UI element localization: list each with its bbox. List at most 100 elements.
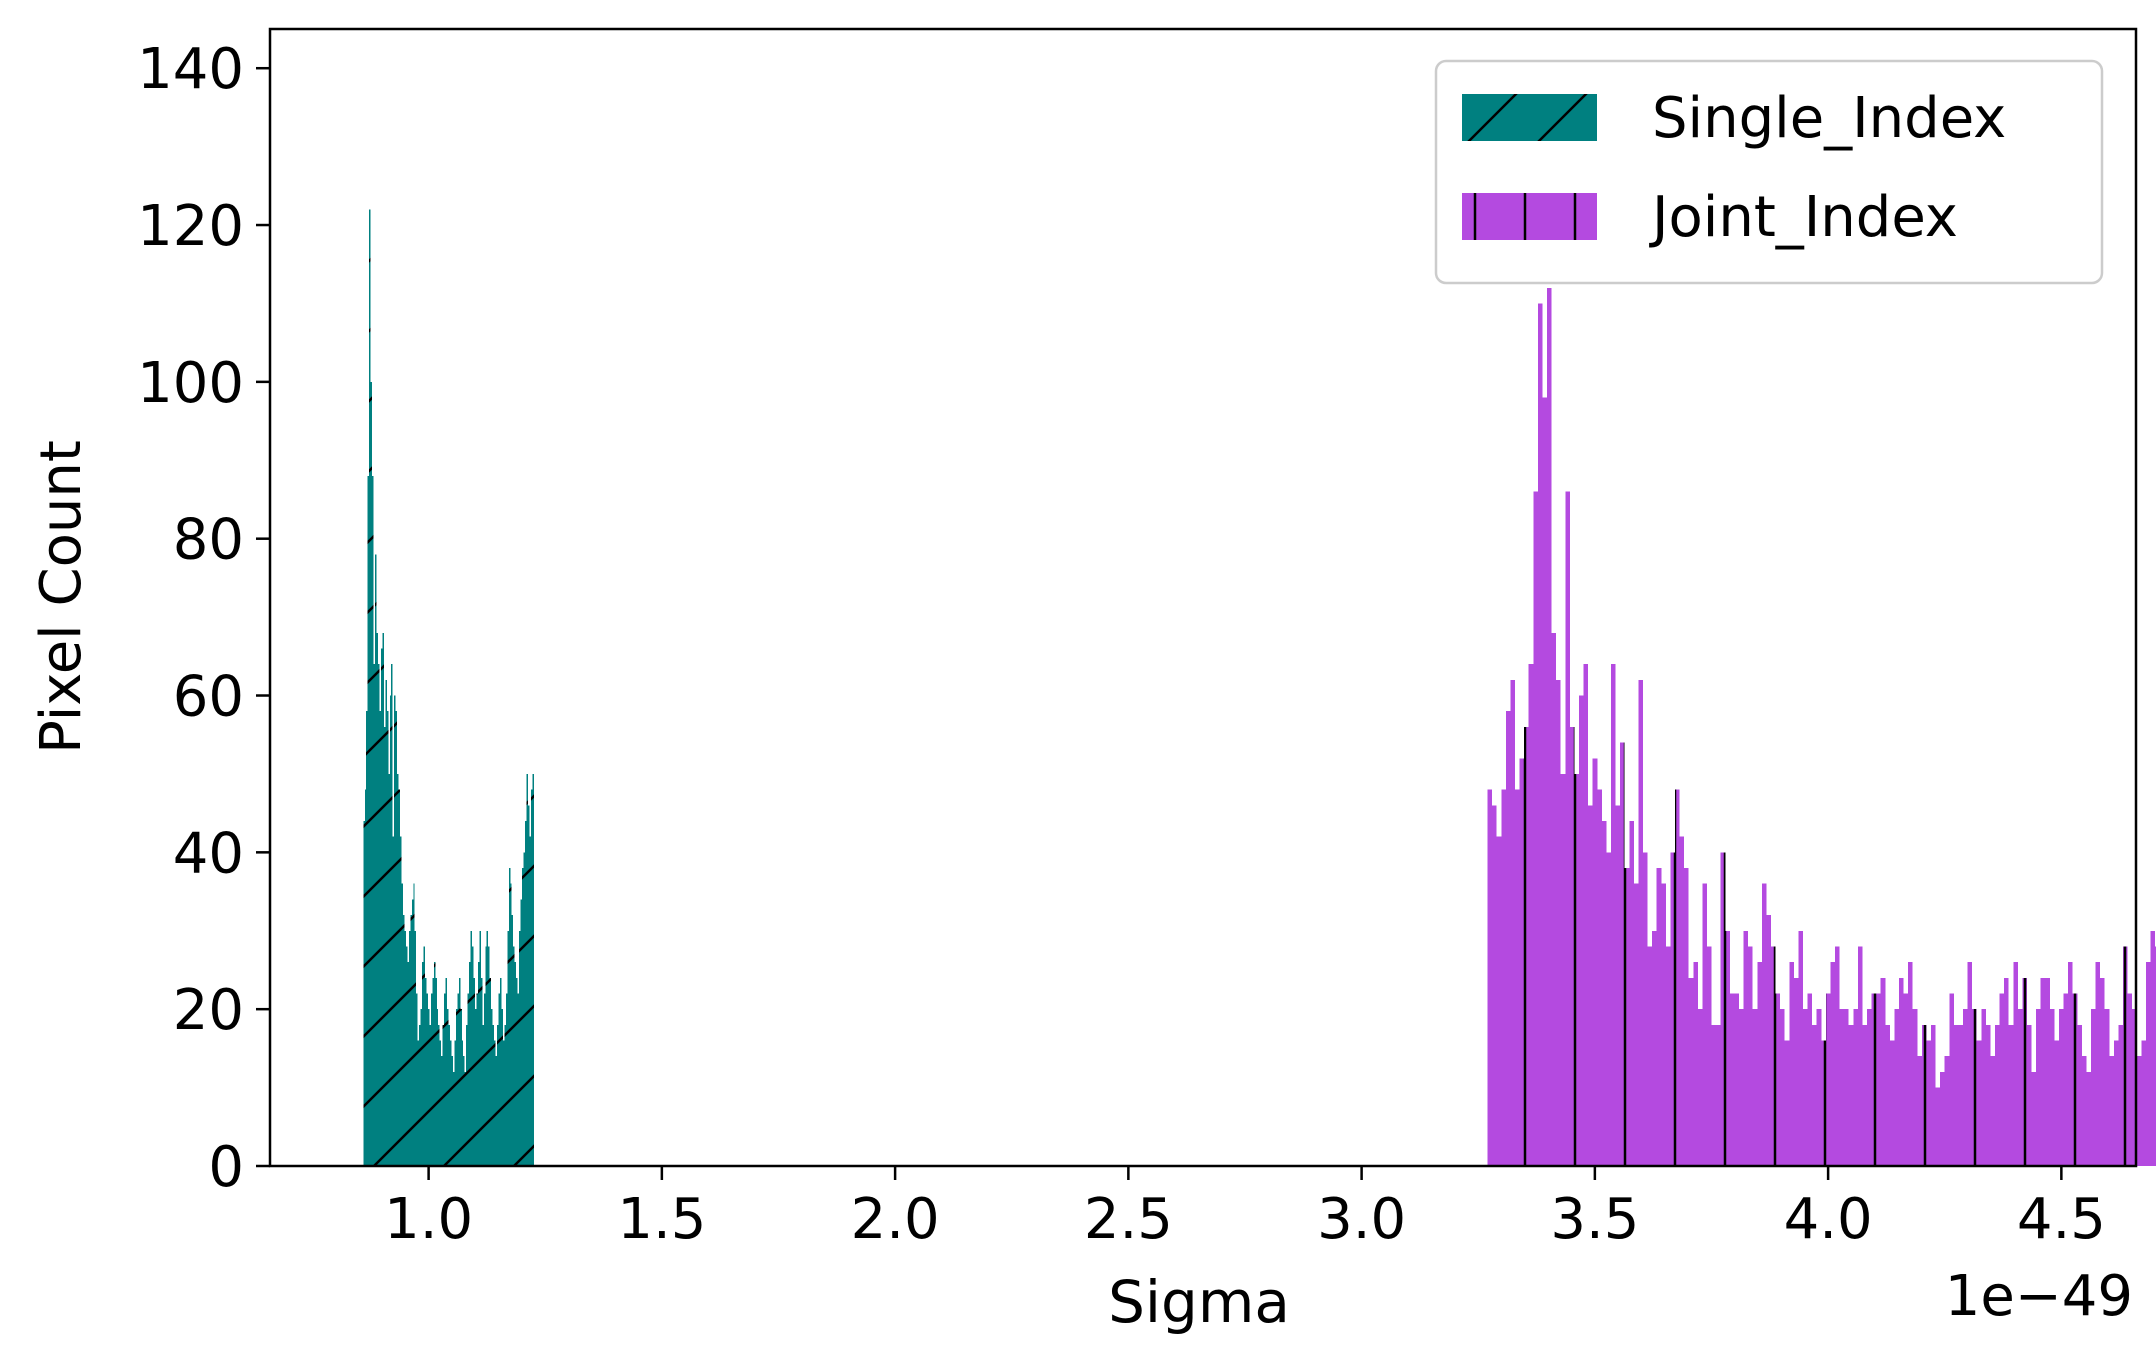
x-axis: 1.0 1.5 2.0 2.5 3.0 3.5 4.0 4.5: [384, 1166, 2106, 1252]
histogram-bar: [1766, 915, 1772, 1166]
histogram-bar: [467, 993, 470, 1166]
histogram-bar: [1638, 679, 1643, 1166]
legend-swatch-single-index: [1462, 94, 1597, 141]
histogram-bar: [377, 664, 380, 1166]
histogram-bar: [1771, 946, 1776, 1166]
histogram-bar: [2145, 962, 2151, 1166]
histogram-bar: [514, 962, 517, 1166]
histogram-bar: [464, 1071, 467, 1166]
legend-swatch-joint-index: [1462, 193, 1597, 240]
histogram-bar: [1757, 962, 1762, 1166]
histogram-bar: [1583, 664, 1589, 1166]
histogram-bar: [439, 1040, 442, 1166]
histogram-bar: [442, 1024, 445, 1166]
histogram-bar: [1967, 962, 1973, 1166]
histogram-bar: [2013, 962, 2018, 1166]
histogram-bar: [455, 1009, 458, 1166]
histogram-bar: [1985, 1024, 1991, 1166]
histogram-bar: [483, 993, 486, 1166]
histogram-bar: [1995, 1024, 2000, 1166]
histogram-bar: [1533, 491, 1538, 1166]
histogram-bar: [1652, 930, 1657, 1166]
histogram-bar: [423, 946, 426, 1166]
histogram-bar: [529, 836, 531, 1166]
histogram-bar: [426, 993, 428, 1166]
histogram-bar: [1871, 993, 1877, 1166]
histogram-bar: [385, 679, 387, 1166]
histogram-bar: [2127, 993, 2133, 1166]
histogram-bar: [1592, 758, 1598, 1166]
histogram-bar: [1835, 946, 1840, 1166]
histogram-bar: [2123, 946, 2128, 1166]
series-single-index: [363, 209, 534, 1167]
histogram-bar: [1899, 977, 1904, 1166]
histogram-bar: [391, 664, 393, 1166]
histogram-bar: [463, 1056, 465, 1166]
histogram-bar: [388, 773, 390, 1166]
histogram-bar: [492, 1024, 495, 1166]
histogram-bar: [530, 789, 533, 1166]
histogram-bar: [1601, 820, 1607, 1166]
histogram-bar: [2104, 1009, 2110, 1166]
histogram-bar: [1949, 993, 1954, 1166]
histogram-bar: [1492, 805, 1497, 1166]
histogram-bar: [1844, 1009, 1849, 1166]
histogram-bar: [1807, 993, 1813, 1166]
histogram-bar: [370, 381, 373, 1166]
histogram-bar: [472, 946, 474, 1166]
x-tick-label: 1.0: [384, 1187, 473, 1252]
histogram-bar: [1496, 836, 1502, 1166]
histogram-bar: [447, 1009, 449, 1166]
histogram-bar: [427, 1009, 430, 1166]
histogram-bar: [383, 726, 386, 1166]
histogram-bar: [400, 836, 402, 1166]
histogram-bar: [382, 632, 384, 1166]
histogram-bar: [1611, 664, 1616, 1166]
histogram-bar: [373, 664, 376, 1166]
histogram-bar: [510, 883, 512, 1166]
x-tick-label: 3.5: [1550, 1187, 1639, 1252]
histogram-bar: [1574, 773, 1579, 1166]
histogram-bar: [480, 977, 483, 1166]
bars-layer: [363, 209, 2156, 1167]
histogram-bar: [526, 773, 528, 1166]
histogram-bar: [379, 711, 381, 1166]
histogram-bar: [1697, 1009, 1703, 1166]
histogram-bar: [386, 711, 389, 1166]
histogram-bar: [405, 946, 408, 1166]
histogram-bar: [1524, 726, 1529, 1166]
histogram-bar: [1688, 977, 1694, 1166]
legend-frame: [1434, 59, 2104, 285]
y-tick-label: 100: [137, 351, 244, 416]
histogram-bar: [524, 820, 527, 1166]
histogram-bar: [474, 1009, 477, 1166]
histogram-bar: [1542, 397, 1547, 1166]
histogram-bar: [408, 930, 411, 1166]
histogram-bar: [1693, 962, 1698, 1166]
histogram-bar: [1684, 868, 1689, 1166]
histogram-bar: [1931, 1024, 1936, 1166]
histogram-bar: [395, 711, 398, 1166]
histogram-bar: [2113, 1040, 2119, 1166]
histogram-bar: [1944, 1056, 1950, 1166]
histogram-bar: [1519, 758, 1525, 1166]
histogram-bar: [520, 899, 522, 1166]
histogram-bar: [457, 993, 459, 1166]
histogram-bar: [2031, 1071, 2037, 1166]
histogram-bar: [2077, 1024, 2082, 1166]
histogram-bar: [438, 1024, 440, 1166]
histogram-bar: [416, 993, 418, 1166]
histogram-bar: [417, 1040, 420, 1166]
histogram-bar: [1839, 1009, 1845, 1166]
histogram-bar: [1990, 1056, 1996, 1166]
plot-frame: [268, 27, 2138, 1168]
histogram-bar: [1675, 789, 1680, 1166]
histogram-bar: [488, 946, 490, 1166]
histogram-bar: [497, 1024, 499, 1166]
x-tick-label: 3.0: [1317, 1187, 1406, 1252]
x-axis-label: Sigma: [1108, 1268, 1290, 1336]
histogram-bar: [1743, 930, 1749, 1166]
histogram-bar: [376, 632, 378, 1166]
histogram-bar: [425, 977, 427, 1166]
